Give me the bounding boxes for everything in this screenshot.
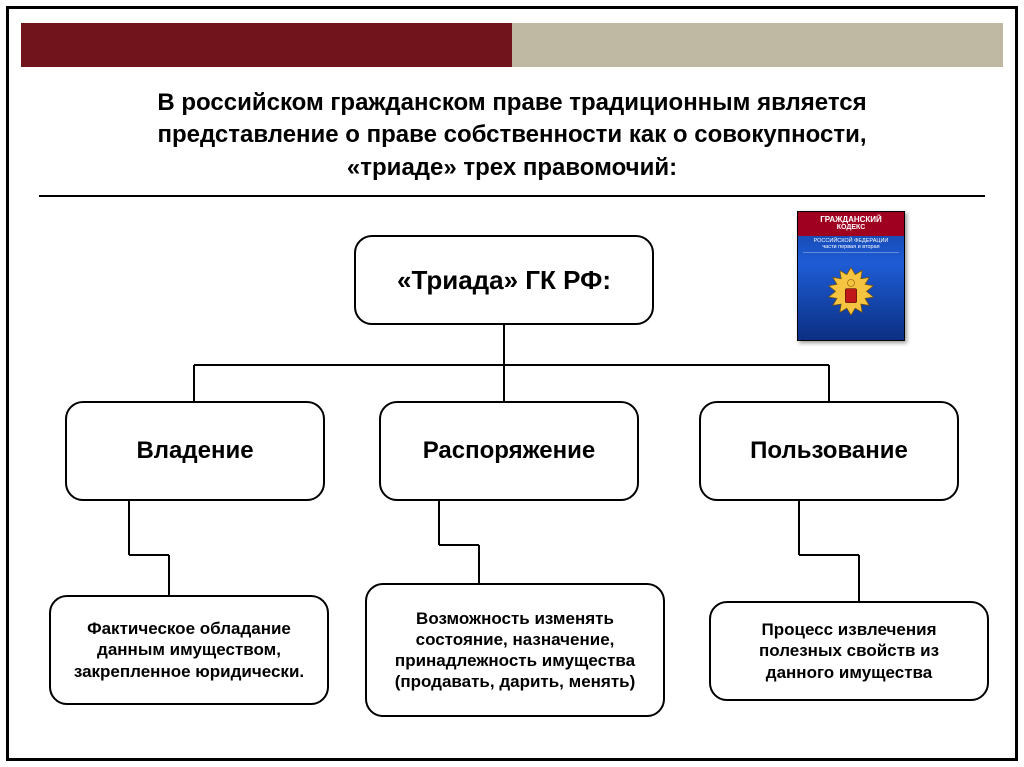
top-decorative-bar	[21, 23, 1003, 67]
connector-line	[168, 555, 170, 595]
diagram-branch-node: Пользование	[699, 401, 959, 501]
triad-diagram: «Триада» ГК РФ: Владение Распоряжение Польз…	[9, 205, 1015, 758]
connector-line	[129, 554, 169, 556]
connector-line	[858, 555, 860, 601]
slide-title: В российском гражданском праве традицион…	[39, 87, 985, 184]
title-line-1: В российском гражданском праве традицион…	[39, 87, 985, 119]
connector-line	[828, 365, 830, 401]
diagram-branch-node: Владение	[65, 401, 325, 501]
connector-line	[799, 554, 859, 556]
title-underline	[39, 195, 985, 197]
diagram-leaf-node: Возможность изменять состояние, назначен…	[365, 583, 665, 717]
diagram-leaf-node: Процесс извлечения полезных свойств из д…	[709, 601, 989, 701]
diagram-branch-node: Распоряжение	[379, 401, 639, 501]
connector-line	[438, 501, 440, 545]
connector-line	[503, 365, 505, 401]
connector-line	[194, 364, 829, 366]
bar-segment-tan	[512, 23, 1003, 67]
diagram-leaf-node: Фактическое обладание данным имуществом,…	[49, 595, 329, 705]
connector-line	[503, 325, 505, 365]
title-line-2: представление о праве собственности как …	[39, 119, 985, 151]
connector-line	[798, 501, 800, 555]
title-line-3: «триаде» трех правомочий:	[39, 152, 985, 184]
connector-line	[128, 501, 130, 555]
slide-frame: В российском гражданском праве традицион…	[6, 6, 1018, 761]
bar-segment-maroon	[21, 23, 512, 67]
connector-line	[193, 365, 195, 401]
connector-line	[439, 544, 479, 546]
diagram-root-node: «Триада» ГК РФ:	[354, 235, 654, 325]
connector-line	[478, 545, 480, 583]
